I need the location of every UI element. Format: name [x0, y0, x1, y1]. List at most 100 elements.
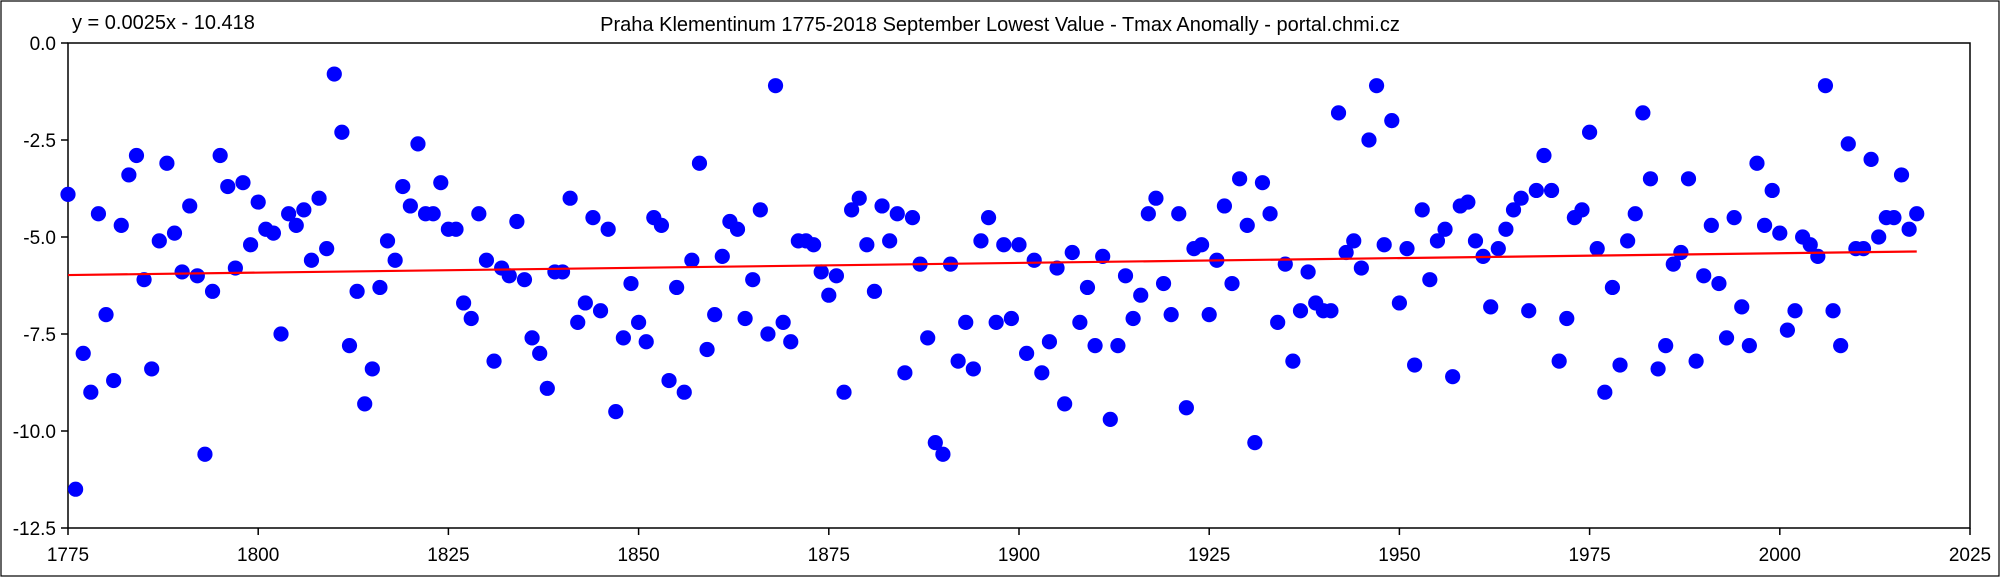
data-point: [1772, 225, 1788, 241]
data-point: [570, 314, 586, 330]
data-point: [821, 287, 837, 303]
data-point: [805, 237, 822, 253]
data-point: [623, 275, 639, 292]
data-point: [813, 264, 829, 280]
data-point: [904, 210, 921, 226]
data-point: [950, 353, 966, 369]
data-point: [1726, 210, 1742, 226]
data-point: [1125, 310, 1141, 327]
data-point: [631, 314, 647, 330]
data-point: [859, 237, 875, 253]
data-point: [273, 326, 289, 342]
data-point: [90, 206, 107, 222]
data-point: [973, 233, 989, 249]
data-point: [1193, 237, 1210, 253]
data-point: [159, 155, 175, 171]
data-point: [1604, 279, 1621, 296]
data-point: [516, 272, 533, 288]
data-point: [600, 221, 616, 237]
data-point: [1680, 171, 1697, 187]
x-tick-label: 1975: [1568, 545, 1610, 566]
data-point: [1787, 303, 1803, 319]
data-point: [1414, 202, 1430, 218]
data-point: [1825, 303, 1841, 319]
data-point: [592, 303, 609, 319]
data-point: [532, 345, 548, 361]
data-point: [1467, 233, 1484, 249]
data-point: [1741, 338, 1757, 354]
data-point: [1597, 384, 1613, 400]
data-point: [1498, 221, 1514, 237]
x-tick-label: 2000: [1759, 545, 1801, 566]
data-point: [379, 233, 396, 249]
data-point: [1536, 147, 1552, 164]
data-point: [1034, 365, 1050, 381]
chart-title: Praha Klementinum 1775-2018 September Lo…: [600, 14, 1400, 36]
data-point: [745, 272, 761, 288]
data-point: [1224, 275, 1240, 292]
data-point: [1490, 241, 1506, 257]
data-point: [1133, 287, 1149, 303]
data-point: [387, 252, 403, 268]
data-point: [1087, 338, 1103, 354]
data-point: [935, 446, 951, 462]
data-point: [729, 221, 746, 237]
data-point: [1642, 171, 1659, 187]
data-point: [927, 435, 943, 451]
data-point: [996, 237, 1012, 253]
data-point: [144, 361, 160, 377]
data-point: [1346, 233, 1362, 249]
data-point: [958, 314, 974, 330]
data-point: [1665, 256, 1681, 272]
data-point: [920, 330, 936, 346]
y-tick-label: 0.0: [30, 34, 56, 55]
data-point: [1437, 221, 1453, 237]
data-point: [1696, 268, 1712, 284]
data-point: [828, 268, 845, 284]
data-point: [357, 396, 373, 412]
data-point: [1148, 190, 1164, 206]
data-point: [1901, 221, 1917, 237]
data-point: [1574, 202, 1590, 218]
data-point: [836, 384, 852, 400]
trendline-equation: y = 0.0025x - 10.418: [72, 12, 255, 34]
data-point: [334, 124, 350, 140]
data-point: [1239, 217, 1255, 233]
y-tick-label: -7.5: [23, 325, 56, 346]
data-point: [1384, 113, 1400, 129]
data-point: [707, 307, 723, 323]
data-point: [1612, 357, 1628, 373]
data-point: [1711, 275, 1727, 292]
data-point: [1140, 206, 1156, 222]
data-point: [1391, 295, 1407, 311]
data-point: [783, 334, 799, 350]
data-point: [699, 341, 715, 358]
x-tick-label: 1800: [237, 545, 279, 566]
data-point: [1909, 206, 1925, 222]
x-tick-label: 1850: [617, 545, 659, 566]
data-point: [75, 345, 91, 361]
data-point: [1368, 78, 1385, 94]
data-point: [319, 241, 335, 257]
plot-area: 0.0 -2.5 -5.0 -7.5 -10.0 -12.5 1775 1800 1825 185…: [13, 34, 1991, 566]
y-tick-label: -5.0: [23, 228, 56, 249]
data-point: [220, 178, 236, 195]
data-point: [851, 190, 867, 206]
data-point: [608, 404, 624, 420]
data-point: [1323, 303, 1339, 319]
data-point: [1779, 322, 1796, 338]
data-point: [684, 252, 700, 268]
data-point: [151, 233, 167, 249]
data-point: [463, 310, 479, 327]
data-point: [760, 326, 776, 342]
data-point: [1247, 435, 1263, 451]
data-point: [1886, 210, 1902, 226]
data-point: [988, 314, 1004, 330]
data-point: [775, 314, 791, 330]
data-point: [204, 283, 221, 299]
data-point: [113, 217, 129, 233]
data-point: [1627, 206, 1643, 222]
data-point: [1057, 396, 1073, 412]
x-tick-label: 2025: [1949, 545, 1991, 566]
x-tick-label: 1925: [1188, 545, 1230, 566]
